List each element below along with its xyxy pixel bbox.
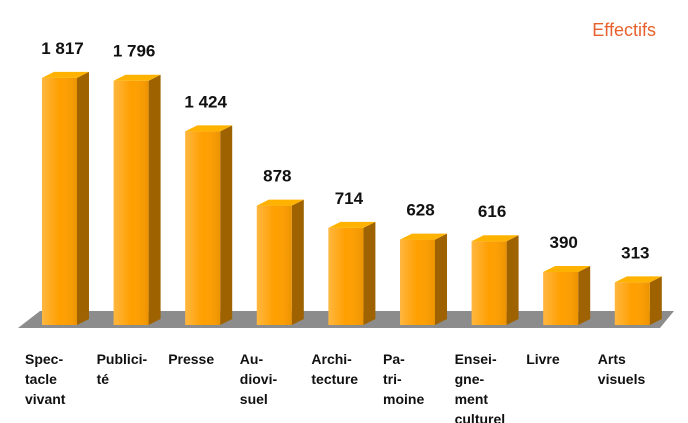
x-tick-label: Spec-tacle vivant [25,351,66,407]
bar-side [435,233,447,325]
bar-side [148,74,161,325]
bar-shade [543,271,579,325]
bar-top [113,74,161,81]
bar-shade [256,205,292,325]
data-label: 714 [335,189,364,208]
bar-top [400,233,447,240]
x-tick-label: Arts visuels [598,351,646,387]
x-tick-label: Presse [168,351,214,367]
bar-top [256,199,304,206]
bar-shade [471,241,507,325]
bar-shade [328,227,364,325]
data-label: 628 [406,201,434,220]
bar-shade [185,131,221,325]
bar-top [543,265,591,272]
chart-title: Effectifs [592,20,656,40]
data-label: 1 817 [41,39,84,58]
x-tick-label: Archi-tecture [311,351,358,387]
bar-top [614,276,662,283]
data-label: 1 796 [113,42,156,61]
data-label: 390 [550,233,578,252]
data-label: 878 [263,167,291,186]
bar-shade [400,239,435,325]
bar-side [363,221,376,325]
bar-shade [113,80,149,325]
data-label: 1 424 [184,92,227,111]
x-tick-label: Publici-té [97,351,148,387]
bar-top [185,125,233,132]
bar-top [42,71,89,78]
x-tick-label: Au-diovi-suel [240,351,278,407]
bar-side [506,235,519,325]
x-tick-label: Pa-tri-moine [383,351,424,407]
bar-top [471,235,519,242]
x-tick-label: Livre [526,351,560,367]
bar-side [77,71,89,325]
bar-shade [614,282,650,325]
data-label: 313 [621,243,649,262]
bar-side [578,265,591,325]
bar-top [328,221,376,228]
bar-side [649,276,662,325]
bar-shade [42,77,77,325]
bar-side [291,199,304,325]
x-tick-label: Ensei-gne-ment culturel [455,351,506,423]
bar-side [220,125,233,325]
data-label: 616 [478,202,506,221]
